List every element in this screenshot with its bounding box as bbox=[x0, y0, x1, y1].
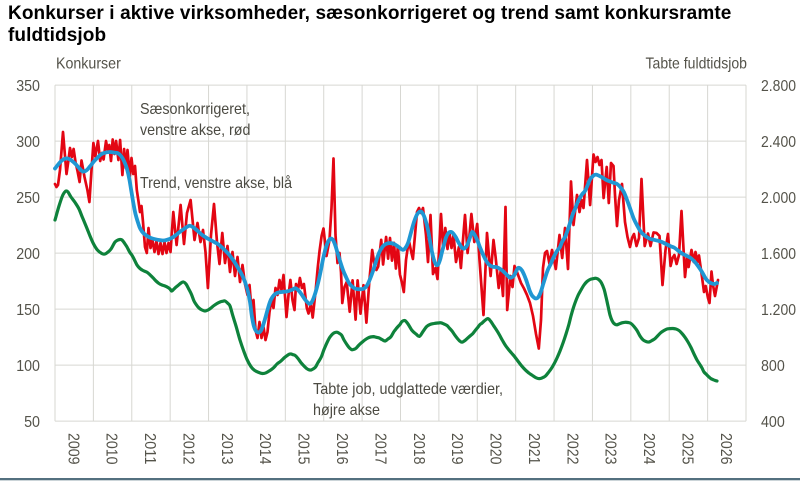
svg-text:100: 100 bbox=[16, 358, 40, 375]
svg-text:1.600: 1.600 bbox=[761, 246, 796, 263]
svg-text:Tabte fuldtidsjob: Tabte fuldtidsjob bbox=[646, 56, 748, 73]
svg-text:2010: 2010 bbox=[103, 433, 120, 465]
svg-text:2026: 2026 bbox=[717, 433, 734, 465]
svg-text:2021: 2021 bbox=[525, 433, 542, 465]
svg-text:2024: 2024 bbox=[640, 433, 657, 465]
svg-text:250: 250 bbox=[16, 190, 40, 207]
svg-text:2016: 2016 bbox=[333, 433, 350, 465]
svg-text:venstre akse, rød: venstre akse, rød bbox=[140, 122, 251, 139]
svg-text:800: 800 bbox=[761, 358, 785, 375]
svg-text:300: 300 bbox=[16, 134, 40, 151]
svg-text:2017: 2017 bbox=[371, 433, 388, 465]
svg-text:400: 400 bbox=[761, 414, 785, 431]
svg-text:350: 350 bbox=[16, 78, 40, 95]
svg-text:200: 200 bbox=[16, 246, 40, 263]
svg-text:150: 150 bbox=[16, 302, 40, 319]
svg-text:Sæsonkorrigeret,: Sæsonkorrigeret, bbox=[140, 101, 250, 118]
svg-text:2019: 2019 bbox=[448, 433, 465, 465]
svg-text:Konkurser: Konkurser bbox=[56, 56, 121, 73]
svg-text:1.200: 1.200 bbox=[761, 302, 796, 319]
svg-text:Tabte job, udglattede værdier,: Tabte job, udglattede værdier, bbox=[313, 381, 503, 398]
svg-text:2011: 2011 bbox=[141, 433, 158, 465]
svg-text:2025: 2025 bbox=[679, 433, 696, 465]
svg-text:2013: 2013 bbox=[218, 433, 235, 465]
svg-text:2020: 2020 bbox=[487, 433, 504, 465]
svg-text:2023: 2023 bbox=[602, 433, 619, 465]
svg-text:2022: 2022 bbox=[563, 433, 580, 465]
svg-text:2.400: 2.400 bbox=[761, 134, 796, 151]
svg-text:2014: 2014 bbox=[256, 433, 273, 465]
svg-text:2.000: 2.000 bbox=[761, 190, 796, 207]
svg-text:2012: 2012 bbox=[180, 433, 197, 465]
svg-text:50: 50 bbox=[24, 414, 40, 431]
svg-text:højre akse: højre akse bbox=[313, 402, 380, 419]
svg-text:Trend, venstre akse, blå: Trend, venstre akse, blå bbox=[140, 174, 292, 192]
svg-text:2.800: 2.800 bbox=[761, 78, 796, 95]
svg-text:2018: 2018 bbox=[410, 433, 427, 465]
svg-text:2015: 2015 bbox=[295, 433, 312, 465]
svg-text:2009: 2009 bbox=[64, 433, 81, 465]
